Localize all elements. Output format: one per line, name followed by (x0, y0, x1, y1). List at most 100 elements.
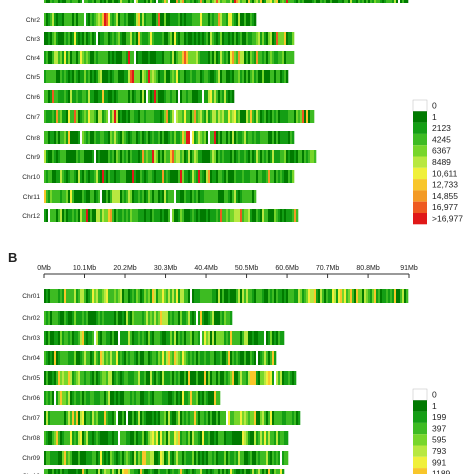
density-cell (104, 289, 107, 303)
density-cell (204, 351, 207, 365)
density-cell (136, 371, 139, 385)
density-cell (190, 451, 193, 465)
density-cell (272, 32, 275, 45)
density-cell (230, 289, 233, 303)
density-cell (92, 0, 95, 3)
density-cell (284, 150, 287, 163)
density-cell (182, 90, 185, 103)
density-cell (246, 170, 249, 183)
density-cell (54, 190, 57, 203)
density-cell (110, 411, 113, 425)
density-cell (232, 469, 235, 474)
density-cell (178, 0, 181, 3)
density-cell (138, 311, 141, 325)
density-cell (190, 32, 193, 45)
row-label: Chr3 (26, 36, 40, 43)
density-cell (92, 70, 95, 83)
density-cell (266, 150, 269, 163)
density-cell (104, 411, 107, 425)
density-cell (142, 90, 145, 103)
density-cell (240, 190, 243, 203)
density-cell (276, 209, 279, 222)
density-cell (76, 110, 79, 123)
density-cell (126, 331, 129, 345)
density-cell (164, 331, 167, 345)
density-cell (70, 469, 73, 474)
density-cell (270, 431, 273, 445)
density-cell (80, 190, 83, 203)
density-cell (70, 431, 73, 445)
density-cell (190, 150, 193, 163)
density-cell (194, 170, 197, 183)
density-cell (298, 110, 301, 123)
density-cell (150, 110, 153, 123)
density-cell (128, 411, 131, 425)
density-cell (270, 371, 273, 385)
density-cell (94, 371, 97, 385)
row-label: Chr2 (26, 17, 40, 24)
density-cell (160, 0, 163, 3)
density-cell (226, 70, 229, 83)
density-cell (196, 311, 199, 325)
density-cell (76, 32, 79, 45)
density-cell (98, 289, 101, 303)
density-cell (162, 110, 165, 123)
density-cell (264, 51, 267, 64)
density-cell (282, 70, 285, 83)
legend-swatch (413, 179, 427, 191)
density-cell (286, 131, 289, 144)
density-cell (322, 289, 325, 303)
density-cell (52, 209, 55, 222)
density-cell (288, 0, 291, 3)
density-cell (278, 32, 281, 45)
density-cell (126, 51, 129, 64)
density-cell (280, 331, 283, 345)
density-cell (86, 32, 89, 45)
density-cell (228, 289, 231, 303)
density-cell (132, 311, 135, 325)
density-cell (68, 51, 71, 64)
density-cell (94, 311, 97, 325)
density-cell (318, 0, 321, 3)
density-cell (98, 150, 101, 163)
density-cell (78, 150, 81, 163)
density-cell (228, 0, 231, 3)
density-cell (290, 371, 293, 385)
density-cell (272, 331, 275, 345)
density-cell (184, 289, 187, 303)
density-cell (138, 13, 141, 26)
density-cell (122, 150, 125, 163)
density-cell (266, 469, 269, 474)
density-cell (144, 451, 147, 465)
density-cell (74, 351, 77, 365)
density-cell (148, 469, 151, 474)
density-cell (124, 371, 127, 385)
density-cell (152, 371, 155, 385)
density-cell (52, 351, 55, 365)
density-cell (210, 391, 213, 405)
density-cell (50, 351, 53, 365)
density-cell (86, 431, 89, 445)
density-cell (198, 90, 201, 103)
density-cell (224, 311, 227, 325)
density-cell (108, 331, 111, 345)
density-cell (196, 209, 199, 222)
density-cell (130, 391, 133, 405)
density-cell (150, 0, 153, 3)
density-cell (268, 0, 271, 3)
density-cell (134, 311, 137, 325)
density-cell (262, 469, 265, 474)
density-cell (156, 391, 159, 405)
density-cell (50, 371, 53, 385)
density-cell (224, 150, 227, 163)
x-tick-label: 20.2Mb (113, 265, 136, 272)
density-cell (112, 371, 115, 385)
density-cell (262, 451, 265, 465)
density-cell (84, 391, 87, 405)
density-cell (142, 469, 145, 474)
density-cell (106, 371, 109, 385)
legend-label: 16,977 (432, 202, 458, 212)
legend-swatch (413, 213, 427, 225)
density-cell (218, 431, 221, 445)
density-cell (176, 391, 179, 405)
